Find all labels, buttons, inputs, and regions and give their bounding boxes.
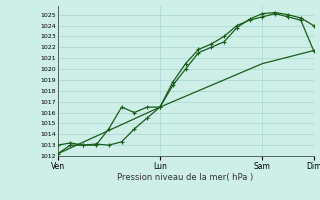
X-axis label: Pression niveau de la mer( hPa ): Pression niveau de la mer( hPa ) [117, 173, 254, 182]
